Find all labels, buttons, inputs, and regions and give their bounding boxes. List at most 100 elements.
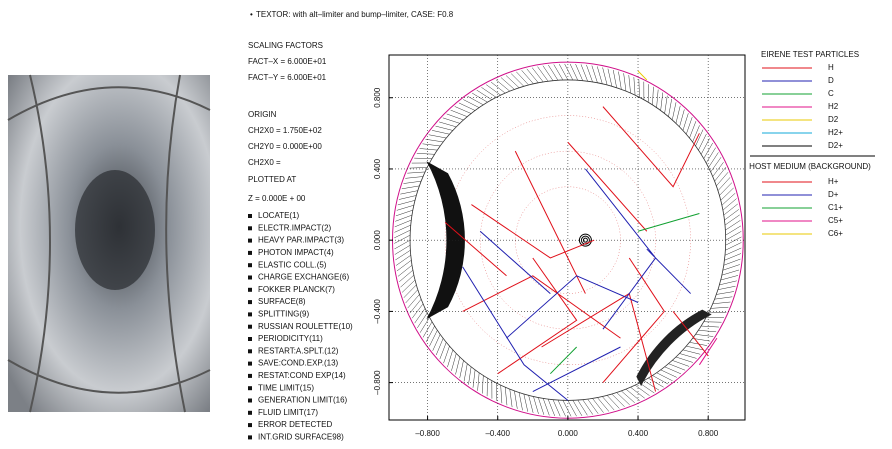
hatch	[468, 366, 472, 385]
hatch	[548, 64, 559, 81]
legend-label: D2+	[828, 141, 843, 150]
hatch	[504, 387, 508, 406]
hatch	[592, 398, 604, 413]
hatch	[403, 180, 422, 184]
hatch	[725, 236, 742, 246]
hatch	[625, 388, 640, 401]
hatch	[396, 260, 412, 272]
event-label: ERROR DETECTED	[258, 420, 332, 429]
hatch	[618, 71, 622, 90]
hatch	[721, 269, 740, 276]
event-symbol	[248, 361, 252, 366]
panel-line: CH2X0 =	[248, 158, 281, 167]
hatch	[411, 303, 424, 319]
legend-label: H2	[828, 102, 839, 111]
hatch	[692, 125, 700, 143]
flux-surface	[479, 150, 656, 330]
y-tick-label: 0.800	[373, 87, 382, 108]
hatch	[668, 363, 686, 371]
hatch	[495, 382, 498, 402]
hatch	[395, 209, 413, 217]
hatch	[648, 377, 664, 388]
event-symbol	[248, 287, 252, 292]
hatch	[531, 67, 544, 83]
hatch	[638, 79, 640, 98]
hatch	[716, 172, 729, 187]
panel-line: PLOTTED AT	[248, 175, 296, 184]
hatch	[672, 360, 690, 367]
hatch	[523, 393, 529, 412]
hatch	[720, 275, 739, 281]
hatch	[394, 219, 412, 228]
hatch	[428, 134, 447, 139]
hatch	[439, 121, 457, 128]
event-label: INT.GRID SURFACE98)	[258, 433, 344, 442]
hatch	[703, 142, 713, 159]
hatch	[682, 349, 701, 355]
legend-label: D+	[828, 190, 839, 199]
hatch	[476, 89, 492, 100]
hatch	[698, 329, 717, 333]
legend-label: C1+	[828, 203, 843, 212]
hatch	[514, 390, 518, 409]
hatch	[509, 389, 513, 408]
hatch	[443, 346, 450, 364]
event-symbol	[248, 312, 252, 317]
hatch	[397, 265, 413, 277]
hatch	[395, 250, 411, 261]
hatch	[710, 157, 722, 173]
hatch	[399, 270, 414, 283]
hatch	[419, 148, 438, 151]
hatch	[405, 176, 424, 179]
hatch	[580, 64, 588, 82]
hatch	[398, 195, 417, 200]
hatch	[712, 162, 724, 177]
hatch	[451, 353, 457, 371]
panel-line: CH2X0 = 1.750E+02	[248, 126, 322, 135]
hatch	[597, 397, 610, 412]
track	[462, 168, 691, 401]
hatch	[419, 317, 430, 333]
hatch	[472, 369, 476, 388]
hatch	[405, 289, 418, 304]
hatch	[660, 92, 664, 111]
plot-frame	[388, 54, 746, 421]
hatch	[679, 109, 685, 127]
hatch	[686, 345, 704, 351]
hatch	[482, 375, 484, 394]
hatch	[429, 330, 438, 347]
event-symbol	[248, 226, 252, 231]
event-symbol	[248, 275, 252, 280]
hatch	[686, 117, 693, 135]
hatch	[717, 177, 731, 191]
hatch	[695, 334, 714, 337]
hatch	[716, 291, 735, 295]
hatch	[552, 399, 561, 417]
hatch	[521, 70, 534, 84]
hatch	[542, 65, 554, 81]
event-symbol	[248, 410, 252, 415]
hatch	[447, 349, 454, 368]
hatch	[675, 105, 681, 124]
legend-label: H+	[828, 177, 839, 186]
x-tick-label: –0.400	[485, 429, 510, 438]
hatch	[722, 264, 740, 271]
center-ring	[578, 233, 592, 247]
hatch	[394, 224, 411, 233]
hatch	[602, 396, 615, 411]
hatch	[562, 400, 572, 417]
hatch	[679, 353, 697, 359]
hatch	[403, 284, 417, 298]
hatch	[700, 138, 710, 155]
hatch	[708, 152, 719, 168]
y-tick-label: –0.400	[373, 299, 382, 324]
hatch	[401, 185, 420, 190]
legend-title: EIRENE TEST PARTICLES	[761, 50, 859, 59]
hatch	[722, 198, 737, 211]
panel-line: FACT–Y = 6.000E+01	[248, 73, 327, 82]
legend-label: H	[828, 63, 834, 72]
hatch	[463, 363, 468, 382]
hatch	[698, 133, 707, 151]
hatch	[526, 68, 539, 83]
